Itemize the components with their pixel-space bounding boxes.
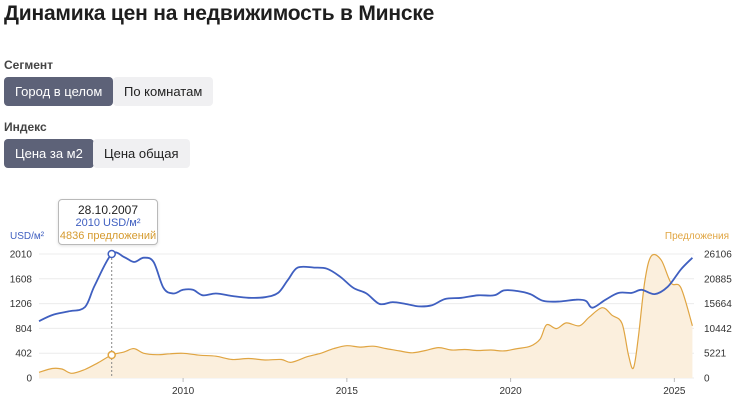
segment-label: Сегмент xyxy=(4,58,54,72)
y-right-tick-label: 20885 xyxy=(704,274,732,285)
segment-city-button[interactable]: Город в целом xyxy=(4,77,114,106)
offers-series-line xyxy=(38,253,693,374)
y-left-tick-label: 1608 xyxy=(10,274,33,285)
x-tick-label: 2010 xyxy=(172,386,195,397)
y-left-tick-label: 0 xyxy=(26,374,32,385)
y-left-tick-label: 1206 xyxy=(10,299,33,310)
tooltip-price: 2010 USD/м² xyxy=(75,217,141,229)
tooltip-date: 28.10.2007 xyxy=(77,203,139,217)
index-price-m2-button[interactable]: Цена за м2 xyxy=(4,139,94,168)
y-right-tick-label: 15664 xyxy=(704,299,732,310)
index-label: Индекс xyxy=(4,120,47,134)
y-right-tick-label: 0 xyxy=(704,374,710,385)
price-series-line xyxy=(38,251,694,323)
x-tick-label: 2020 xyxy=(499,386,522,397)
index-total-price-button[interactable]: Цена общая xyxy=(93,139,190,168)
y-right-axis-title: Предложения xyxy=(665,231,729,242)
page-title: Динамика цен на недвижимость в Минске xyxy=(4,2,435,25)
y-right-tick-label: 10442 xyxy=(704,324,732,335)
y-right-tick-label: 5221 xyxy=(704,349,727,360)
offers-area xyxy=(39,254,693,378)
y-right-tick-label: 26106 xyxy=(704,250,732,261)
x-tick-label: 2025 xyxy=(663,386,686,397)
y-left-tick-label: 402 xyxy=(15,349,32,360)
segment-rooms-button[interactable]: По комнатам xyxy=(113,77,214,106)
y-left-tick-label: 804 xyxy=(15,324,32,335)
price-highlight-point xyxy=(107,249,116,259)
offers-highlight-point xyxy=(107,350,116,360)
price-chart[interactable]: USD/м² Предложения 0 402 804 1206 1608 2010 0 522… xyxy=(0,190,732,403)
y-left-axis-title: USD/м² xyxy=(10,231,45,242)
y-left-tick-label: 2010 xyxy=(10,250,33,261)
chart-tooltip: 28.10.2007 2010 USD/м² 4836 предложений xyxy=(58,199,158,245)
tooltip-offers: 4836 предложений xyxy=(59,230,157,242)
x-tick-label: 2015 xyxy=(336,386,359,397)
